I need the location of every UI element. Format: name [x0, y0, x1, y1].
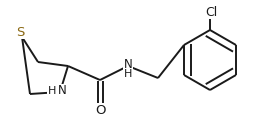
Text: O: O	[95, 103, 105, 117]
Text: Cl: Cl	[205, 6, 217, 18]
Text: H: H	[48, 86, 56, 96]
Text: H: H	[124, 69, 132, 79]
Text: N: N	[124, 58, 132, 70]
Text: N: N	[58, 84, 66, 98]
Text: S: S	[16, 25, 24, 39]
